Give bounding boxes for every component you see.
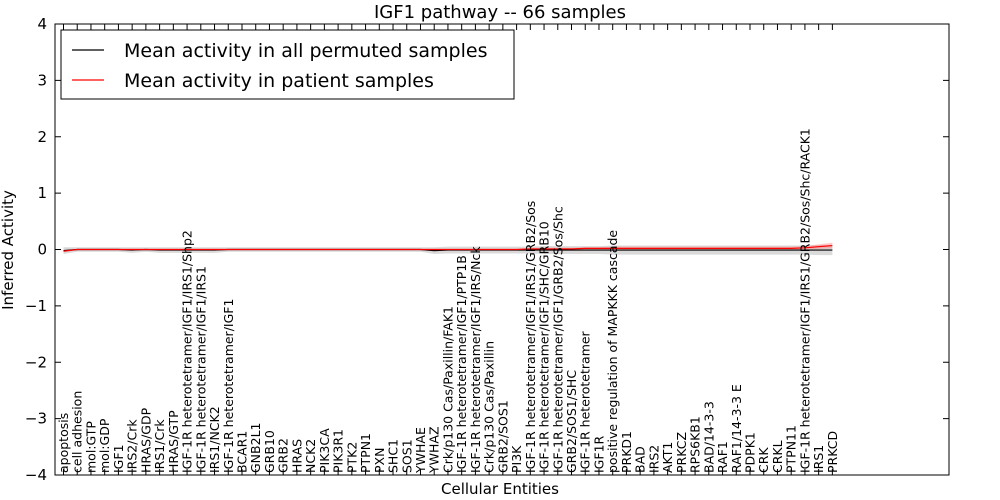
y-tick-label: 1 — [37, 184, 47, 202]
y-tick-label: −1 — [25, 297, 47, 315]
x-tick-label: PRKCZ — [674, 432, 689, 473]
legend-label-patient: Mean activity in patient samples — [124, 70, 434, 92]
x-tick-label: IGF1 — [111, 444, 126, 473]
x-tick-label: BAD — [633, 446, 648, 473]
x-tick-label: IGF-1R heterotetramer/IGF1/IRS1 — [193, 266, 208, 473]
x-tick-label: SOS1 — [399, 439, 414, 473]
x-tick-label: GNB2L1 — [248, 423, 263, 473]
x-tick-label: GRB2 — [276, 438, 291, 473]
x-tick-label: PRKD1 — [619, 431, 634, 473]
x-tick-label: IGF-1R heterotetramer/IGF1/IRS/Nck — [468, 246, 483, 473]
x-tick-label: HRAS/GDP — [138, 407, 153, 473]
y-tick-label: 0 — [37, 241, 47, 259]
x-tick-label: PTPN11 — [784, 425, 799, 473]
x-tick-label: PDPK1 — [743, 432, 758, 473]
x-tick-label: AKT1 — [660, 442, 675, 473]
x-tick-label: mol:GTP — [83, 421, 98, 473]
y-tick-label: −4 — [25, 466, 47, 484]
y-tick-label: −3 — [25, 410, 47, 428]
x-tick-label: GRB2/SOS1/SHC — [564, 370, 579, 473]
x-tick-label: PI3K — [509, 445, 524, 473]
x-tick-label: positive regulation of MAPKKK cascade — [605, 230, 620, 473]
x-tick-label: IRS2/Crk — [125, 419, 140, 473]
x-tick-label: GRB10 — [262, 430, 277, 473]
x-tick-label: YWHAZ — [427, 426, 442, 474]
x-tick-label: IRS1/NCK2 — [207, 406, 222, 473]
y-tick-label: 2 — [37, 128, 47, 146]
x-tick-label: IGF-1R heterotetramer/IGF1/IRS1/Shp2 — [180, 230, 195, 473]
x-tick-label: cell adhesion — [70, 391, 85, 473]
y-axis-label: Inferred Activity — [0, 190, 17, 310]
x-tick-label: IGF-1R heterotetramer/IGF1/PTP1B — [454, 255, 469, 473]
x-tick-label: mol:GDP — [97, 418, 112, 473]
x-tick-label: IGF-1R heterotetramer/IGF1/IRS1/GRB2/Sos… — [797, 128, 812, 473]
legend-box — [60, 29, 515, 100]
x-tick-label: IGF1R — [591, 435, 606, 473]
x-tick-label: HRAS/GTP — [166, 410, 181, 473]
x-tick-label: PIK3R1 — [331, 429, 346, 473]
x-tick-label: HRAS — [289, 439, 304, 473]
y-tick-label: 4 — [37, 15, 47, 33]
x-tick-label: IRS2 — [646, 445, 661, 473]
x-tick-label: BAD/14-3-3 — [701, 401, 716, 473]
x-tick-label: RPS6KB1 — [688, 416, 703, 473]
y-tick-label: 3 — [37, 71, 47, 89]
x-tick-label: PXN — [372, 448, 387, 473]
x-tick-label: CRK — [756, 447, 771, 473]
line-patient — [63, 244, 833, 252]
x-axis-label: Cellular Entities — [441, 480, 559, 498]
x-tick-label: IRS1/Crk — [152, 419, 167, 473]
x-tick-label: RAF1 — [715, 441, 730, 473]
x-tick-label: YWHAE — [413, 427, 428, 474]
x-tick-label: Crk/p130 Cas/Paxillin/FAK1 — [440, 306, 455, 473]
x-tick-label: IRS1 — [811, 445, 826, 473]
x-tick-label: NCK2 — [303, 439, 318, 473]
x-tick-label: SHC1 — [386, 439, 401, 473]
x-tick-label: IGF-1R heterotetramer/IGF1/SHC/GRB10 — [537, 221, 552, 473]
x-tick-label: apoptosis — [56, 413, 71, 473]
x-tick-label: IGF-1R heterotetramer/IGF1 — [221, 299, 236, 473]
x-tick-label: IGF-1R heterotetramer/IGF1/GRB2/Sos/Shc — [550, 206, 565, 473]
legend-label-permuted: Mean activity in all permuted samples — [124, 40, 487, 62]
y-tick-label: −2 — [25, 353, 47, 371]
x-tick-label: PTPN1 — [358, 433, 373, 473]
x-tick-label: PTK2 — [344, 442, 359, 473]
x-tick-label: IGF-1R heterotetramer — [578, 330, 593, 473]
chart-title: IGF1 pathway -- 66 samples — [374, 2, 626, 23]
x-tick-label: RAF1/14-3-3 E — [729, 384, 744, 473]
legend: Mean activity in all permuted samples Me… — [60, 29, 515, 100]
x-tick-label: CRKL — [770, 440, 785, 473]
x-tick-label: PRKCD — [825, 431, 840, 473]
x-tick-label: GRB2/SOS1 — [495, 400, 510, 473]
x-tick-label: IGF-1R heterotetramer/IGF1/IRS1/GRB2/Sos — [523, 201, 538, 473]
x-tick-label: BCAR1 — [234, 431, 249, 473]
x-tick-label: PIK3CA — [317, 428, 332, 473]
x-tick-label: Crk/p130 Cas/Paxillin — [482, 341, 497, 473]
